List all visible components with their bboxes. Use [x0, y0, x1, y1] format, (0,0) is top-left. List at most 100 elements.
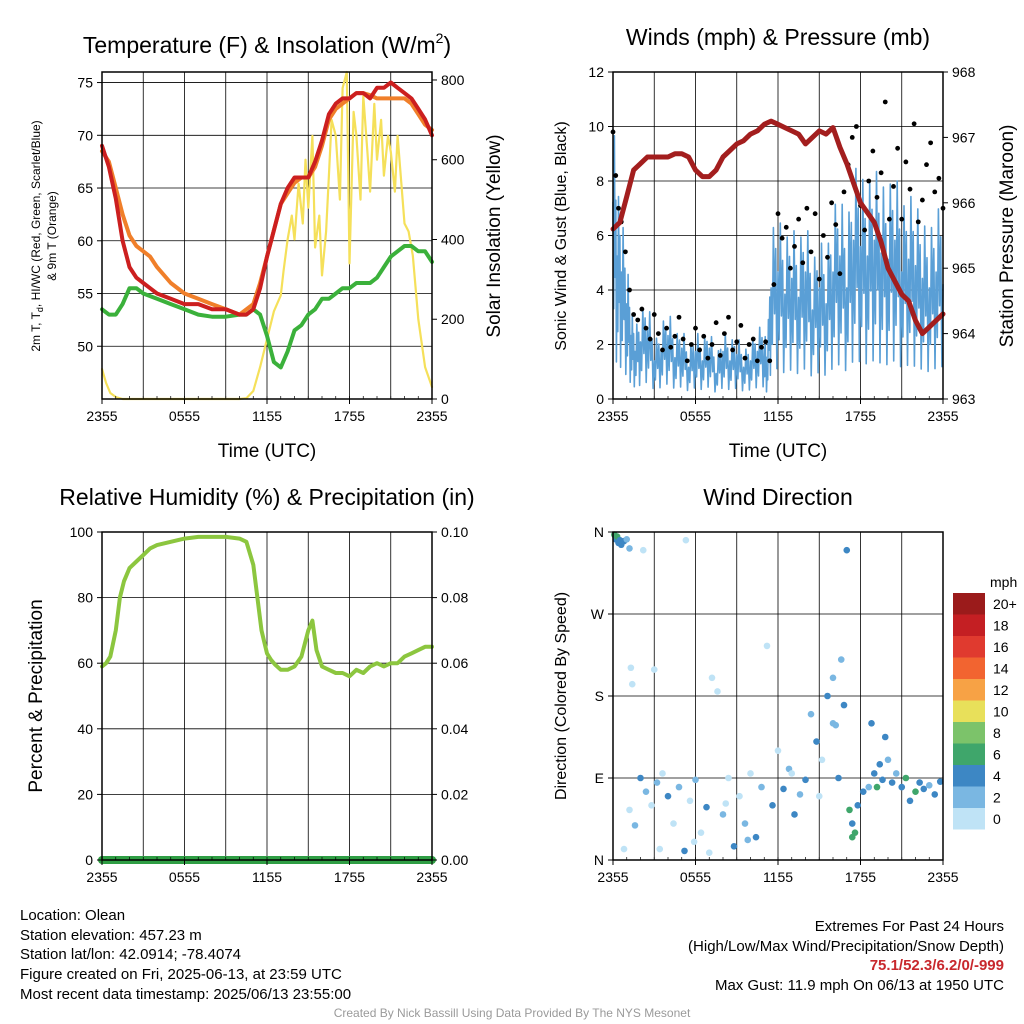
legend-label: 6 — [993, 747, 1001, 763]
gust-point — [862, 227, 868, 233]
direction-point — [902, 774, 910, 782]
y-right-tick-label: 400 — [441, 231, 465, 247]
direction-point — [656, 845, 664, 853]
direction-point — [846, 806, 853, 814]
gust-point — [697, 347, 703, 353]
station-location: Location: Olean — [20, 907, 126, 924]
gust-point — [820, 233, 826, 238]
y-tick-label: W — [591, 606, 605, 622]
direction-point — [840, 701, 848, 709]
direction-point — [829, 674, 837, 682]
direction-point — [906, 797, 914, 805]
max-gust: Max Gust: 11.9 mph On 06/13 at 1950 UTC — [714, 977, 1004, 995]
temperature-ylabel-left-2: & 9m T (Orange) — [45, 191, 59, 281]
station-latlon: Station lat/lon: 42.0914; -78.4074 — [20, 946, 242, 964]
humidity-grid — [102, 531, 432, 861]
legend-label: 2 — [993, 790, 1001, 806]
gust-point — [928, 140, 934, 146]
legend-swatch — [953, 808, 985, 830]
gust-point — [680, 336, 686, 342]
winds-title: Winds (mph) & Pressure (mb) — [626, 24, 930, 50]
y-right-tick-label: 0.04 — [441, 721, 468, 737]
direction-point — [888, 779, 896, 786]
direction-point — [631, 822, 639, 829]
direction-point — [681, 847, 688, 855]
x-tick-label: 2355 — [86, 869, 117, 885]
direction-series — [611, 531, 944, 857]
x-tick-label: 1155 — [763, 408, 793, 424]
y-tick-label: 55 — [77, 286, 93, 302]
gust-point — [816, 276, 822, 282]
temperature-xlabel: Time (UTC) — [218, 441, 317, 462]
gust-point — [911, 121, 917, 127]
direction-point — [936, 778, 944, 785]
x-tick-label: 1755 — [334, 408, 365, 424]
y-right-tick-label: 800 — [441, 72, 465, 88]
direction-point — [639, 546, 647, 554]
gust-point — [742, 355, 748, 361]
gust-point — [643, 325, 649, 331]
winds-axes: 2355 0555 1155 1755 235502468101296396496596… — [588, 64, 975, 424]
y-tick-label: 12 — [588, 64, 604, 80]
t9m-line — [100, 91, 434, 317]
gust-point — [907, 186, 913, 192]
y-right-tick-label: 967 — [952, 129, 976, 145]
direction-point — [916, 779, 923, 786]
speed-legend: 20+ 18 16 14 12 10 8 6 4 2 0 — [953, 593, 1017, 830]
gust-point — [849, 135, 855, 140]
legend-label: 16 — [993, 639, 1009, 655]
legend-label: 14 — [993, 661, 1009, 677]
direction-point — [796, 791, 804, 798]
y-tick-label: 0 — [596, 391, 604, 407]
x-tick-label: 2355 — [927, 408, 958, 424]
y-right-tick-label: 0.06 — [441, 655, 468, 671]
direction-point — [626, 806, 633, 814]
extremes-heading: Extremes For Past 24 Hours — [814, 918, 1004, 935]
direction-point — [774, 747, 782, 754]
direction-title: Wind Direction — [703, 484, 853, 510]
gust-point — [804, 205, 810, 211]
gust-point — [672, 333, 678, 339]
gust-point — [895, 145, 901, 151]
direction-point — [818, 756, 826, 764]
legend-swatch — [953, 786, 985, 808]
y-tick-label: 20 — [77, 786, 93, 802]
direction-point — [884, 756, 892, 764]
x-tick-label: 0555 — [169, 869, 200, 885]
direction-point — [708, 674, 716, 682]
gust-point — [886, 216, 892, 222]
direction-point — [870, 770, 878, 777]
gust-point — [651, 312, 657, 317]
direction-point — [769, 802, 776, 809]
direction-point — [650, 666, 658, 673]
gust-point — [841, 189, 847, 195]
direction-point — [714, 688, 721, 695]
gust-point — [853, 124, 859, 129]
y-tick-label: 100 — [70, 524, 94, 540]
y-right-tick-label: 964 — [952, 326, 976, 342]
gust-point — [919, 197, 925, 203]
gust-point — [676, 314, 682, 320]
x-tick-label: 1155 — [252, 408, 282, 424]
direction-point — [747, 770, 754, 777]
gust-point — [631, 312, 637, 317]
x-tick-label: 2355 — [597, 869, 628, 885]
direction-point — [892, 770, 900, 777]
gust-point — [825, 254, 830, 260]
figure-created: Figure created on Fri, 2025-06-13, at 23… — [20, 966, 342, 984]
direction-point — [873, 783, 881, 791]
gust-point — [688, 342, 694, 347]
direction-point — [722, 800, 730, 807]
gust-point — [833, 222, 839, 228]
direction-point — [692, 776, 699, 784]
temperature-title: Temperature (F) & Insolation (W/m2) — [83, 30, 451, 58]
direction-point — [848, 833, 856, 841]
y-right-tick-label: 0.02 — [441, 786, 468, 802]
y-right-tick-label: 966 — [952, 195, 976, 211]
y-tick-label: 60 — [77, 655, 93, 671]
gust-point — [932, 189, 938, 195]
direction-point — [876, 761, 884, 768]
x-tick-label: 1155 — [763, 869, 793, 885]
direction-point — [703, 803, 710, 811]
